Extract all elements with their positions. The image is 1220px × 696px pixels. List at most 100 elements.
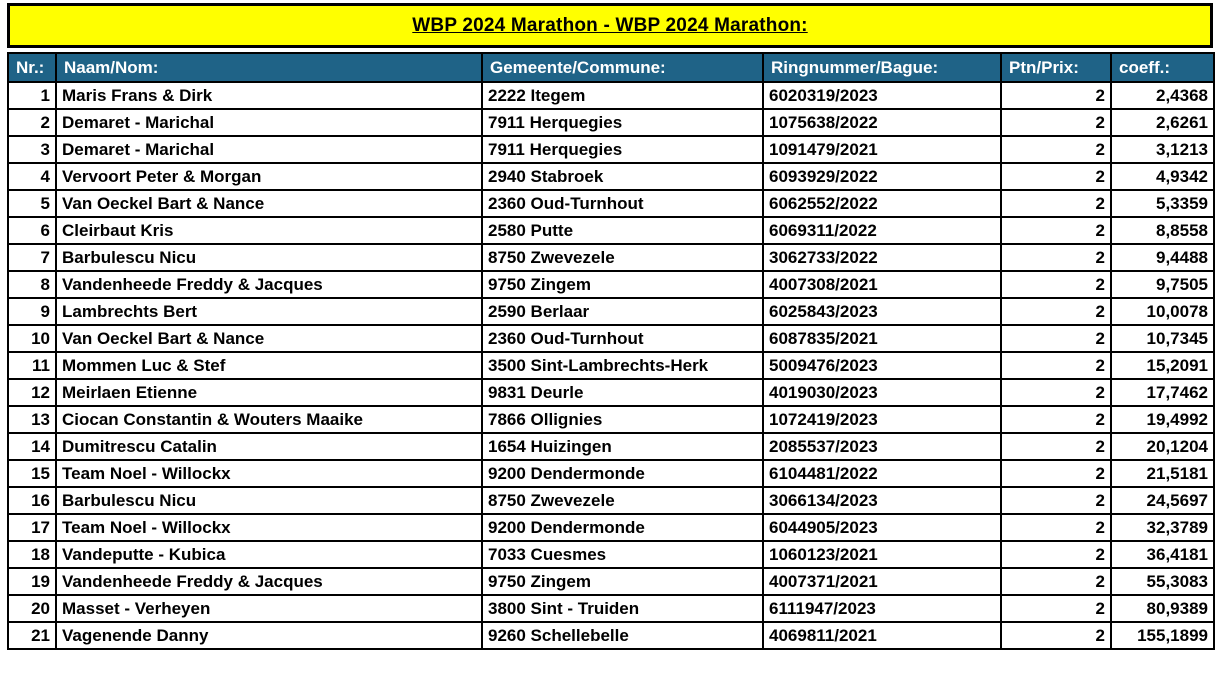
cell-ptn: 2	[1000, 297, 1112, 326]
cell-ptn: 2	[1000, 594, 1112, 623]
header-name: Naam/Nom:	[55, 52, 483, 83]
table-row: 13 Ciocan Constantin & Wouters Maaike 7866…	[7, 405, 1215, 434]
cell-nr: 6	[7, 216, 57, 245]
cell-coeff: 10,7345	[1110, 324, 1215, 353]
cell-ptn: 2	[1000, 486, 1112, 515]
cell-ptn: 2	[1000, 108, 1112, 137]
cell-ptn: 2	[1000, 405, 1112, 434]
cell-ring: 3062733/2022	[762, 243, 1002, 272]
cell-ring: 1091479/2021	[762, 135, 1002, 164]
cell-ring: 6062552/2022	[762, 189, 1002, 218]
cell-name: Vervoort Peter & Morgan	[55, 162, 483, 191]
cell-gemeente: 2940 Stabroek	[481, 162, 764, 191]
table-row: 9 Lambrechts Bert 2590 Berlaar 6025843/2023…	[7, 297, 1215, 326]
cell-nr: 19	[7, 567, 57, 596]
cell-nr: 17	[7, 513, 57, 542]
header-row: Nr.: Naam/Nom: Gemeente/Commune: Ringnum…	[7, 52, 1215, 83]
cell-gemeente: 2580 Putte	[481, 216, 764, 245]
cell-gemeente: 9750 Zingem	[481, 270, 764, 299]
cell-gemeente: 2590 Berlaar	[481, 297, 764, 326]
cell-gemeente: 7866 Ollignies	[481, 405, 764, 434]
page-title: WBP 2024 Marathon - WBP 2024 Marathon:	[412, 14, 808, 36]
cell-nr: 15	[7, 459, 57, 488]
cell-nr: 13	[7, 405, 57, 434]
table-row: 1 Maris Frans & Dirk 2222 Itegem 6020319/20…	[7, 81, 1215, 110]
cell-nr: 5	[7, 189, 57, 218]
cell-name: Cleirbaut Kris	[55, 216, 483, 245]
cell-coeff: 20,1204	[1110, 432, 1215, 461]
cell-ptn: 2	[1000, 621, 1112, 650]
table-row: 14 Dumitrescu Catalin 1654 Huizingen 208553…	[7, 432, 1215, 461]
cell-ring: 6044905/2023	[762, 513, 1002, 542]
cell-nr: 12	[7, 378, 57, 407]
cell-ring: 5009476/2023	[762, 351, 1002, 380]
table-row: 11 Mommen Luc & Stef 3500 Sint-Lambrechts-…	[7, 351, 1215, 380]
table-row: 6 Cleirbaut Kris 2580 Putte 6069311/2022 2 8,…	[7, 216, 1215, 245]
cell-name: Ciocan Constantin & Wouters Maaike	[55, 405, 483, 434]
cell-ptn: 2	[1000, 162, 1112, 191]
cell-ring: 6111947/2023	[762, 594, 1002, 623]
cell-nr: 4	[7, 162, 57, 191]
cell-name: Demaret - Marichal	[55, 135, 483, 164]
cell-name: Demaret - Marichal	[55, 108, 483, 137]
cell-ptn: 2	[1000, 189, 1112, 218]
cell-ring: 6025843/2023	[762, 297, 1002, 326]
cell-ptn: 2	[1000, 432, 1112, 461]
cell-coeff: 21,5181	[1110, 459, 1215, 488]
cell-ring: 1072419/2023	[762, 405, 1002, 434]
cell-name: Barbulescu Nicu	[55, 243, 483, 272]
table-row: 21 Vagenende Danny 9260 Schellebelle 406981…	[7, 621, 1215, 650]
results-page: WBP 2024 Marathon - WBP 2024 Marathon: N…	[7, 3, 1215, 650]
table-row: 16 Barbulescu Nicu 8750 Zwevezele 3066134/2…	[7, 486, 1215, 515]
cell-ring: 6104481/2022	[762, 459, 1002, 488]
cell-name: Van Oeckel Bart & Nance	[55, 324, 483, 353]
header-coeff: coeff.:	[1110, 52, 1215, 83]
cell-ring: 1060123/2021	[762, 540, 1002, 569]
table-row: 4 Vervoort Peter & Morgan 2940 Stabroek 609…	[7, 162, 1215, 191]
cell-name: Vandenheede Freddy & Jacques	[55, 567, 483, 596]
table-row: 15 Team Noel - Willockx 9200 Dendermonde 61…	[7, 459, 1215, 488]
cell-gemeente: 3800 Sint - Truiden	[481, 594, 764, 623]
title-banner: WBP 2024 Marathon - WBP 2024 Marathon:	[7, 3, 1213, 48]
cell-name: Van Oeckel Bart & Nance	[55, 189, 483, 218]
cell-ptn: 2	[1000, 459, 1112, 488]
cell-ptn: 2	[1000, 216, 1112, 245]
cell-coeff: 17,7462	[1110, 378, 1215, 407]
cell-name: Vandeputte - Kubica	[55, 540, 483, 569]
header-ring: Ringnummer/Bague:	[762, 52, 1002, 83]
table-row: 8 Vandenheede Freddy & Jacques 9750 Zingem…	[7, 270, 1215, 299]
cell-coeff: 80,9389	[1110, 594, 1215, 623]
cell-nr: 10	[7, 324, 57, 353]
cell-coeff: 55,3083	[1110, 567, 1215, 596]
cell-name: Dumitrescu Catalin	[55, 432, 483, 461]
table-header: Nr.: Naam/Nom: Gemeente/Commune: Ringnum…	[7, 52, 1215, 83]
cell-gemeente: 9260 Schellebelle	[481, 621, 764, 650]
cell-gemeente: 7911 Herquegies	[481, 108, 764, 137]
header-ptn: Ptn/Prix:	[1000, 52, 1112, 83]
cell-ring: 4069811/2021	[762, 621, 1002, 650]
cell-gemeente: 9200 Dendermonde	[481, 513, 764, 542]
cell-gemeente: 7911 Herquegies	[481, 135, 764, 164]
table-row: 18 Vandeputte - Kubica 7033 Cuesmes 1060123…	[7, 540, 1215, 569]
header-nr: Nr.:	[7, 52, 57, 83]
table-row: 2 Demaret - Marichal 7911 Herquegies 107563…	[7, 108, 1215, 137]
cell-nr: 14	[7, 432, 57, 461]
cell-gemeente: 8750 Zwevezele	[481, 486, 764, 515]
results-table: Nr.: Naam/Nom: Gemeente/Commune: Ringnum…	[7, 52, 1215, 650]
cell-nr: 1	[7, 81, 57, 110]
table-row: 17 Team Noel - Willockx 9200 Dendermonde 60…	[7, 513, 1215, 542]
cell-ptn: 2	[1000, 243, 1112, 272]
cell-name: Masset - Verheyen	[55, 594, 483, 623]
cell-ring: 4007308/2021	[762, 270, 1002, 299]
cell-coeff: 10,0078	[1110, 297, 1215, 326]
cell-name: Team Noel - Willockx	[55, 513, 483, 542]
cell-gemeente: 8750 Zwevezele	[481, 243, 764, 272]
cell-coeff: 32,3789	[1110, 513, 1215, 542]
cell-ring: 4007371/2021	[762, 567, 1002, 596]
cell-ptn: 2	[1000, 540, 1112, 569]
cell-coeff: 8,8558	[1110, 216, 1215, 245]
cell-nr: 2	[7, 108, 57, 137]
cell-name: Meirlaen Etienne	[55, 378, 483, 407]
cell-gemeente: 9750 Zingem	[481, 567, 764, 596]
cell-coeff: 24,5697	[1110, 486, 1215, 515]
